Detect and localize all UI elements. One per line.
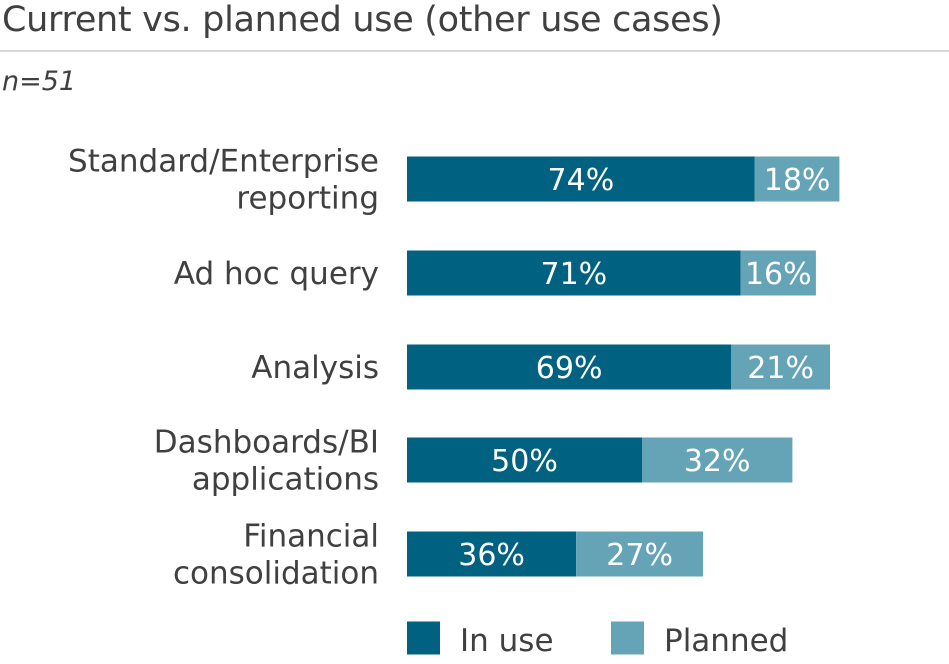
bar-in-use xyxy=(407,437,642,483)
data-label: 18% xyxy=(764,163,831,198)
bar-planned xyxy=(731,344,830,390)
category-label: Dashboards/BI xyxy=(154,425,379,461)
category-label: Ad hoc query xyxy=(174,256,379,292)
data-label: 36% xyxy=(458,538,525,573)
legend-label-in-use: In use xyxy=(460,623,554,659)
legend-label-planned: Planned xyxy=(664,623,788,659)
data-label: 71% xyxy=(541,257,608,292)
category-label: Standard/Enterprise xyxy=(68,144,379,180)
category-label: reporting xyxy=(236,181,379,217)
data-label: 16% xyxy=(745,257,812,292)
bar-planned xyxy=(642,437,793,483)
data-label: 21% xyxy=(747,351,814,386)
sample-size-note: n=51 xyxy=(2,66,77,97)
data-label: 74% xyxy=(548,163,615,198)
data-label: 32% xyxy=(684,444,751,479)
bar-in-use xyxy=(407,344,732,390)
data-label: 69% xyxy=(536,351,603,386)
category-label: consolidation xyxy=(173,556,379,592)
bar-planned xyxy=(754,156,840,202)
category-label: Financial xyxy=(243,519,379,555)
bar-in-use xyxy=(407,156,755,202)
title-divider xyxy=(0,50,949,52)
bar-in-use xyxy=(407,250,741,296)
bar-in-use xyxy=(407,531,577,577)
data-label: 27% xyxy=(606,538,673,573)
legend-swatch-in-use xyxy=(407,621,440,655)
chart-title: Current vs. planned use (other use cases… xyxy=(2,0,723,40)
category-label: applications xyxy=(192,462,379,498)
category-label: Analysis xyxy=(251,350,379,386)
bar-planned xyxy=(740,250,816,296)
bar-planned xyxy=(576,531,704,577)
data-label: 50% xyxy=(491,444,558,479)
legend-swatch-planned xyxy=(611,621,644,655)
